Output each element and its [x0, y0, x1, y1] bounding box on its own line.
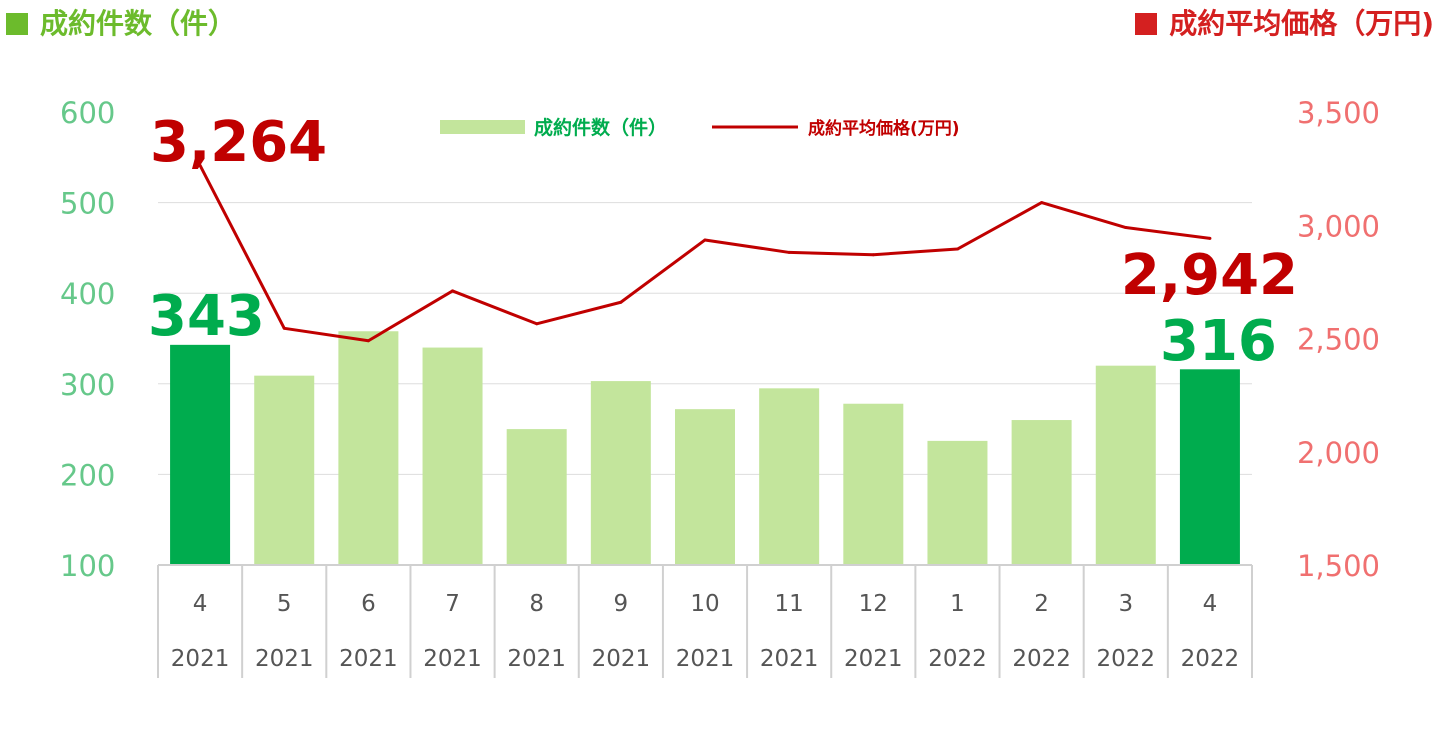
year-label-10: 2022 — [1012, 646, 1071, 672]
left-tick-label: 100 — [60, 549, 115, 583]
month-label-2: 6 — [361, 591, 376, 617]
annotations: 3,264 2,942 343 316 — [148, 110, 1298, 374]
bar-6 — [675, 409, 735, 565]
left-axis-title: 成約件数（件） — [6, 2, 236, 42]
year-label-1: 2021 — [255, 646, 314, 672]
price-point-6 — [703, 238, 707, 242]
price-point-5 — [619, 300, 623, 304]
price-point-4 — [535, 322, 539, 326]
month-label-1: 5 — [277, 591, 292, 617]
bar-11 — [1095, 365, 1156, 565]
price-point-9 — [955, 247, 959, 251]
price-point-7 — [787, 250, 791, 254]
month-label-4: 8 — [529, 591, 544, 617]
line-series — [198, 163, 1212, 343]
year-label-9: 2022 — [928, 646, 987, 672]
month-label-11: 3 — [1118, 591, 1133, 617]
price-point-2 — [366, 339, 370, 343]
price-point-12 — [1208, 236, 1212, 240]
left-tick-label: 400 — [60, 277, 115, 311]
month-label-5: 9 — [614, 591, 629, 617]
bar-3 — [422, 347, 483, 565]
year-label-0: 2021 — [171, 646, 230, 672]
left-tick-label: 300 — [60, 368, 115, 402]
year-label-8: 2021 — [844, 646, 903, 672]
left-tick-label: 500 — [60, 187, 115, 221]
bar-4 — [506, 429, 567, 565]
month-label-12: 4 — [1203, 591, 1218, 617]
bar-2 — [338, 331, 399, 565]
legend: 成約件数（件） 成約平均価格(万円) — [440, 116, 960, 139]
legend-bar-swatch — [440, 120, 525, 134]
green-square-icon — [6, 13, 28, 35]
price-point-0 — [198, 163, 202, 167]
right-tick-label: 3,500 — [1297, 96, 1380, 130]
year-label-4: 2021 — [507, 646, 566, 672]
right-axis-title: 成約平均価格（万円) — [1135, 2, 1434, 42]
month-label-0: 4 — [193, 591, 208, 617]
bar-9 — [927, 440, 988, 565]
right-tick-label: 1,500 — [1297, 549, 1380, 583]
right-axis-title-text: 成約平均価格（万円) — [1169, 7, 1434, 40]
first-price-label: 3,264 — [150, 110, 327, 175]
bar-1 — [254, 375, 315, 565]
price-point-11 — [1124, 226, 1128, 230]
right-tick-label: 2,500 — [1297, 323, 1380, 357]
red-square-icon — [1135, 13, 1158, 35]
left-tick-label: 200 — [60, 458, 115, 492]
price-point-8 — [871, 253, 875, 257]
bar-0 — [170, 344, 231, 565]
year-label-7: 2021 — [760, 646, 819, 672]
left-axis-title-text: 成約件数（件） — [40, 7, 237, 40]
year-label-2: 2021 — [339, 646, 398, 672]
bar-7 — [759, 388, 820, 565]
left-axis-ticks: 100 200 300 400 500 600 — [60, 96, 115, 583]
month-label-9: 1 — [950, 591, 965, 617]
month-label-7: 11 — [775, 591, 804, 617]
right-tick-label: 2,000 — [1297, 436, 1380, 470]
price-line — [198, 164, 1211, 343]
bar-8 — [843, 403, 904, 565]
left-tick-label: 600 — [60, 96, 115, 130]
right-axis-ticks: 1,500 2,000 2,500 3,000 3,500 — [1297, 96, 1380, 583]
year-label-5: 2021 — [592, 646, 651, 672]
legend-line-label: 成約平均価格(万円) — [808, 118, 960, 139]
bar-10 — [1011, 420, 1072, 565]
price-point-3 — [451, 289, 455, 293]
bar-5 — [590, 381, 651, 565]
month-label-3: 7 — [445, 591, 460, 617]
bar-series — [170, 331, 1240, 565]
price-point-10 — [1040, 201, 1044, 205]
last-count-label: 316 — [1160, 309, 1277, 374]
first-count-label: 343 — [148, 284, 265, 349]
year-label-12: 2022 — [1181, 646, 1240, 672]
month-label-10: 2 — [1034, 591, 1049, 617]
month-label-8: 12 — [859, 591, 888, 617]
year-label-6: 2021 — [676, 646, 735, 672]
category-axis: 4 2021 5 2021 6 2021 7 2021 8 2021 9 2021 10 2021 11 20… — [157, 564, 1253, 678]
bar-12 — [1179, 369, 1240, 565]
last-price-label: 2,942 — [1121, 243, 1298, 308]
year-label-3: 2021 — [423, 646, 482, 672]
month-label-6: 10 — [690, 591, 719, 617]
legend-bar-label: 成約件数（件） — [534, 116, 667, 139]
right-tick-label: 3,000 — [1297, 209, 1380, 243]
year-label-11: 2022 — [1096, 646, 1155, 672]
price-point-1 — [282, 326, 286, 330]
